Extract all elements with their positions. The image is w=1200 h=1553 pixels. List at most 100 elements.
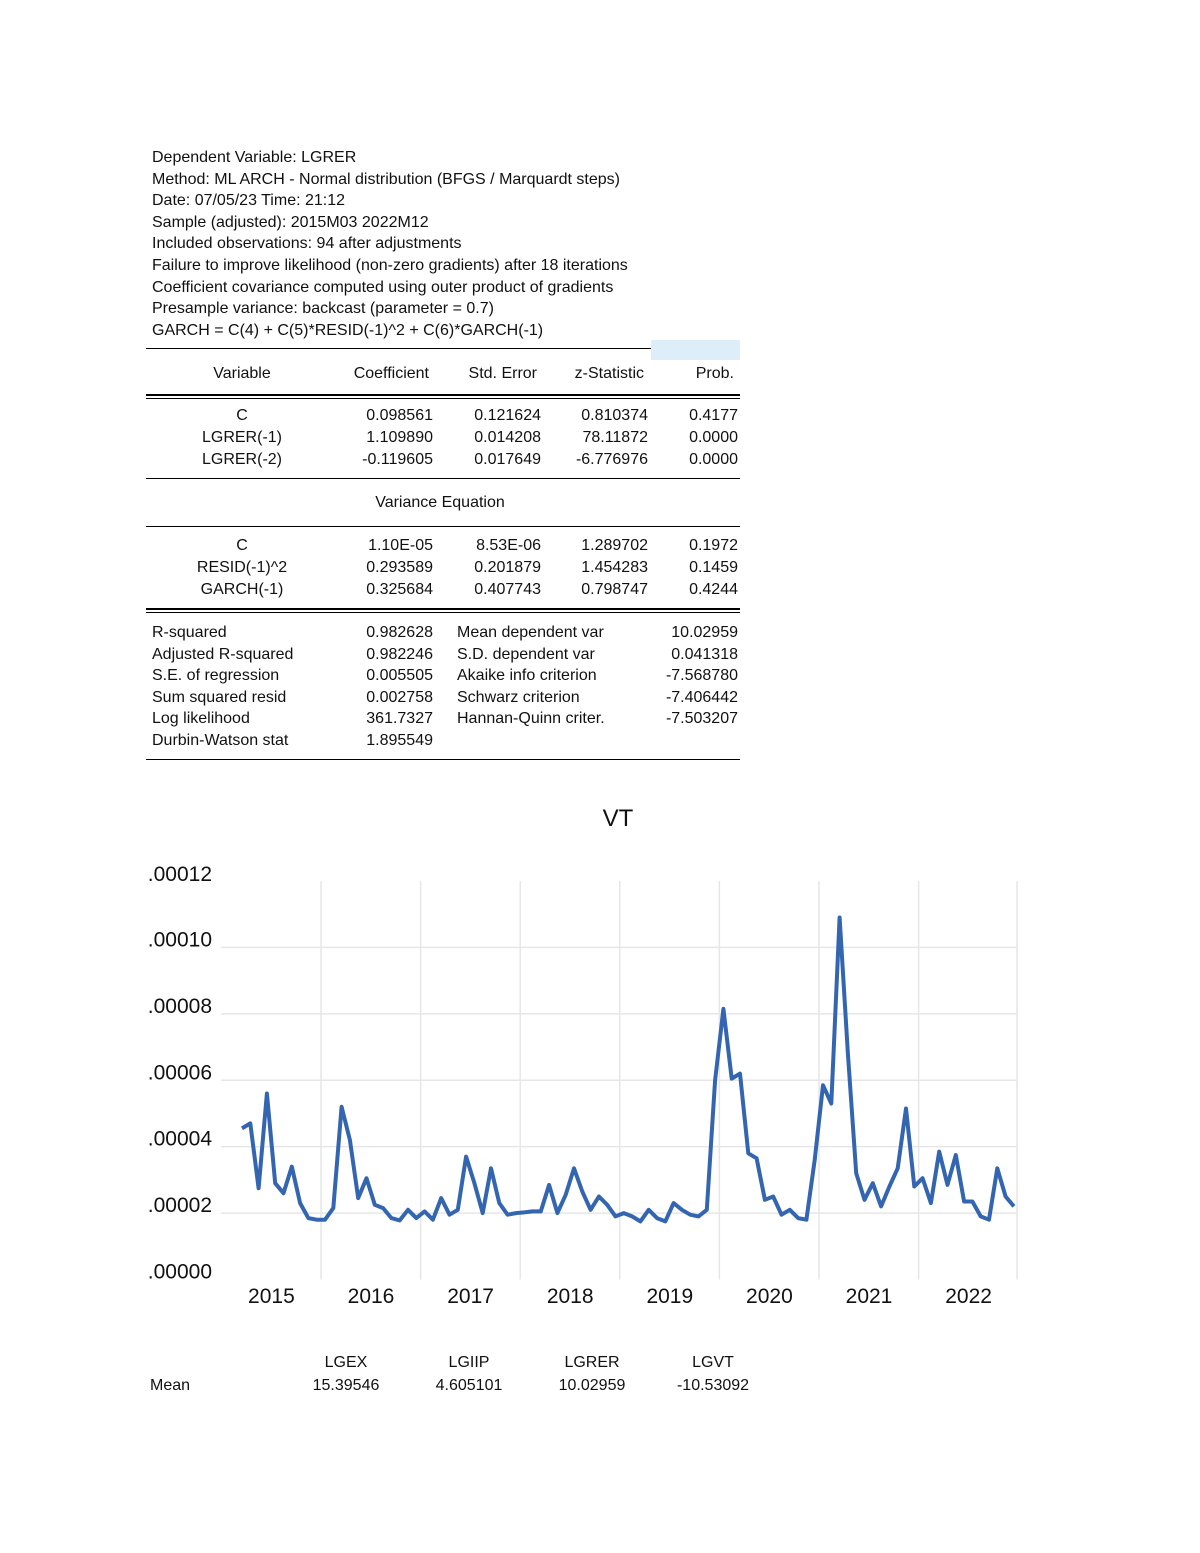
column-header: Std. Error	[468, 365, 537, 382]
variable-name: LGRER(-1)	[201, 429, 282, 446]
column-header: z-Statistic	[574, 365, 644, 382]
header-line: GARCH = C(4) + C(5)*RESID(-1)^2 + C(6)*G…	[152, 321, 544, 339]
stat-value: 0.041318	[671, 645, 738, 663]
table-rule	[146, 526, 740, 527]
table-cell: 0.810374	[581, 407, 648, 424]
means-value: -10.53092	[676, 1377, 750, 1394]
stat-value: 361.7327	[366, 710, 433, 728]
x-tick-label: 2021	[846, 1285, 893, 1308]
header-line: Presample variance: backcast (parameter …	[152, 300, 494, 318]
means-value: 10.02959	[558, 1377, 626, 1394]
stat-value: 1.895549	[366, 732, 433, 749]
table-cell: -6.776976	[575, 451, 648, 468]
y-tick-label: .00010	[148, 928, 212, 951]
column-header: Coefficient	[353, 365, 429, 382]
table-cell: -0.119605	[362, 451, 433, 468]
table-cell: 0.0000	[689, 451, 738, 468]
header-line: Date: 07/05/23 Time: 21:12	[152, 192, 346, 210]
means-column-header: LGIIP	[448, 1354, 490, 1371]
table-cell: 0.121624	[474, 407, 541, 424]
header-line: Sample (adjusted): 2015M03 2022M12	[152, 213, 429, 231]
table-cell: 8.53E-06	[476, 537, 541, 554]
stat-label: Log likelihood	[152, 710, 250, 728]
stat-value: -7.406442	[665, 688, 738, 706]
section-title: Variance Equation	[375, 494, 505, 511]
cell-highlight	[651, 340, 740, 360]
table-cell: 0.4177	[689, 407, 738, 424]
stat-label: Hannan-Quinn criter.	[457, 710, 605, 728]
table-cell: 0.1972	[689, 537, 738, 554]
stat-label: Adjusted R-squared	[152, 645, 294, 663]
means-row-label: Mean	[150, 1377, 191, 1394]
table-cell: 0.098561	[366, 407, 433, 424]
y-tick-label: .00012	[148, 863, 212, 886]
variable-name: LGRER(-2)	[201, 451, 282, 468]
table-cell: 0.798747	[581, 581, 648, 598]
table-cell: 0.325684	[366, 581, 433, 598]
stat-label: Schwarz criterion	[457, 688, 580, 706]
table-cell: 1.10E-05	[368, 537, 433, 554]
column-header: Variable	[213, 365, 271, 382]
header-line: Coefficient covariance computed using ou…	[152, 278, 614, 296]
table-cell: 0.0000	[689, 429, 738, 446]
stat-label: Sum squared resid	[152, 688, 287, 706]
table-cell: 0.1459	[689, 559, 738, 576]
y-tick-label: .00008	[148, 995, 212, 1018]
table-rule	[146, 394, 740, 396]
table-cell: 1.289702	[581, 537, 648, 554]
means-column-header: LGEX	[324, 1354, 368, 1371]
header-line: Failure to improve likelihood (non-zero …	[152, 257, 628, 274]
vt-series-line	[240, 915, 1016, 1224]
means-column-header: LGVT	[692, 1354, 734, 1371]
table-cell: 78.11872	[582, 429, 648, 446]
variable-name: RESID(-1)^2	[196, 559, 288, 576]
header-line: Included observations: 94 after adjustme…	[152, 235, 462, 253]
table-cell: 0.407743	[474, 581, 541, 598]
table-cell: 0.201879	[474, 559, 541, 576]
variable-name: C	[236, 537, 248, 554]
stat-label: S.E. of regression	[152, 667, 280, 685]
stat-label: Mean dependent var	[457, 624, 604, 641]
stat-value: 10.02959	[671, 624, 738, 641]
x-tick-label: 2022	[945, 1285, 992, 1308]
y-tick-label: .00006	[148, 1061, 212, 1084]
table-rule	[146, 348, 740, 349]
header-line: Method: ML ARCH - Normal distribution (B…	[152, 170, 620, 188]
column-header: Prob.	[695, 365, 734, 382]
table-cell: 1.454283	[581, 559, 648, 576]
variable-name: GARCH(-1)	[200, 581, 284, 598]
table-rule	[146, 608, 740, 610]
x-tick-label: 2018	[547, 1285, 594, 1308]
y-tick-label: .00000	[148, 1261, 212, 1284]
means-value: 15.39546	[312, 1377, 380, 1394]
chart-title: VT	[603, 805, 634, 832]
table-cell: 0.017649	[474, 451, 541, 468]
stat-value: 0.005505	[366, 667, 433, 685]
x-tick-label: 2016	[348, 1285, 395, 1308]
stat-value: 0.982246	[366, 645, 433, 663]
stat-value: 0.982628	[366, 624, 433, 641]
x-tick-label: 2020	[746, 1285, 793, 1308]
table-rule	[146, 612, 740, 613]
stat-value: -7.568780	[665, 667, 738, 685]
table-rule	[146, 478, 740, 479]
table-cell: 0.014208	[474, 429, 541, 446]
x-tick-label: 2015	[248, 1285, 295, 1308]
table-cell: 1.109890	[366, 429, 433, 446]
table-cell: 0.293589	[366, 559, 433, 576]
stat-value: 0.002758	[366, 688, 433, 706]
table-rule	[146, 398, 740, 399]
stat-label: S.D. dependent var	[457, 645, 595, 663]
table-rule	[146, 759, 740, 760]
variable-name: C	[236, 407, 248, 424]
y-tick-label: .00004	[148, 1128, 213, 1151]
x-tick-label: 2017	[447, 1285, 494, 1308]
stat-value: -7.503207	[665, 710, 738, 728]
header-line: Dependent Variable: LGRER	[152, 149, 357, 166]
table-cell: 0.4244	[689, 581, 738, 598]
stat-label: Akaike info criterion	[457, 667, 597, 685]
means-value: 4.605101	[435, 1377, 503, 1394]
x-tick-label: 2019	[646, 1285, 693, 1308]
stat-label: R-squared	[152, 624, 227, 641]
